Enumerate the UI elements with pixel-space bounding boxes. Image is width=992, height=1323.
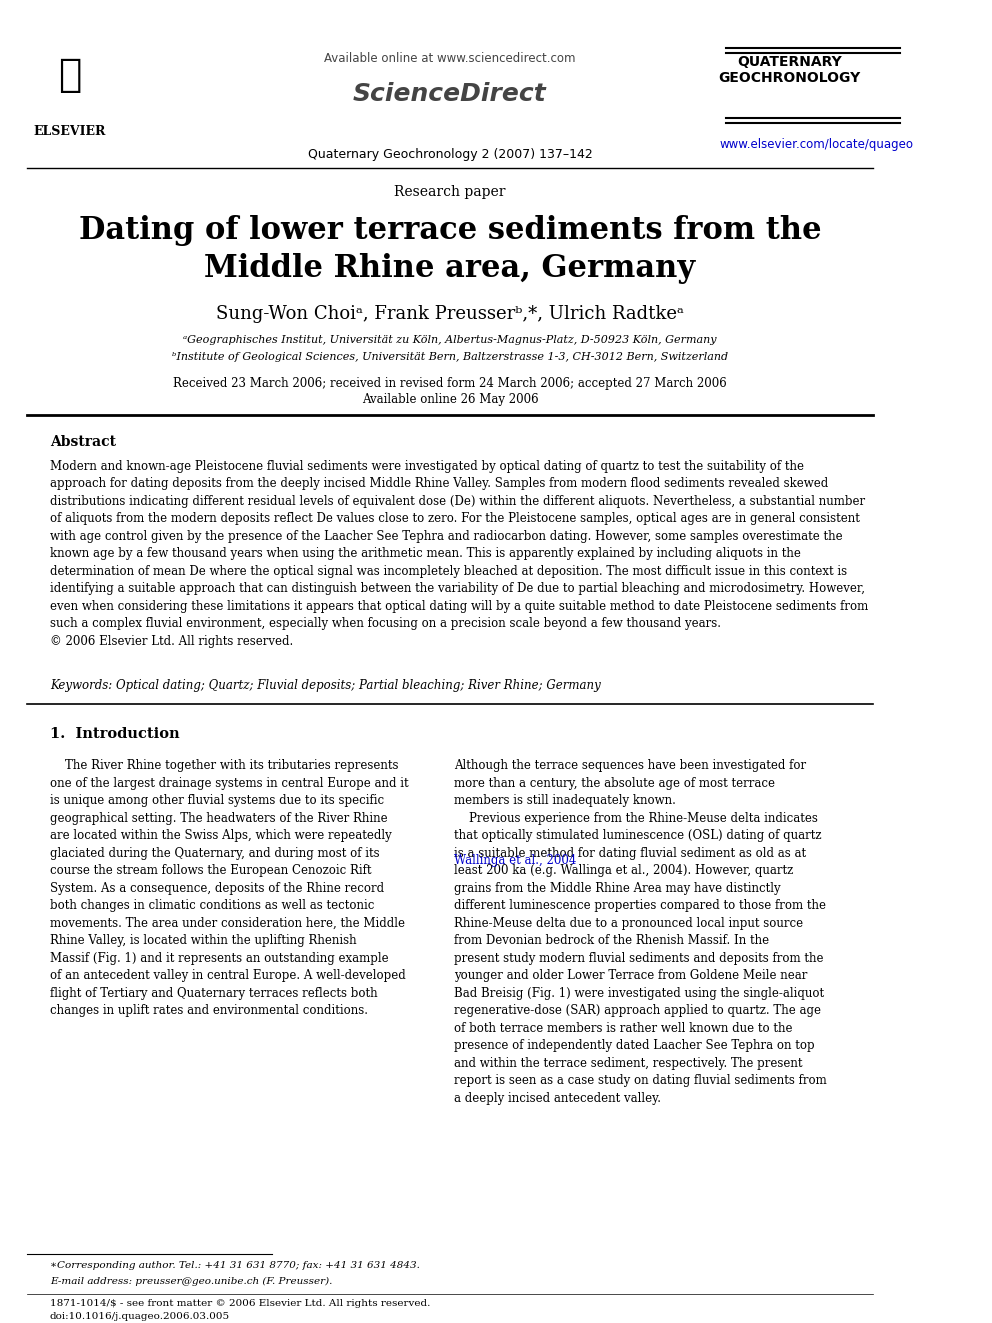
Text: 🌳: 🌳	[58, 56, 81, 94]
Text: QUATERNARY
GEOCHRONOLOGY: QUATERNARY GEOCHRONOLOGY	[718, 56, 860, 85]
Text: Quaternary Geochronology 2 (2007) 137–142: Quaternary Geochronology 2 (2007) 137–14…	[308, 148, 592, 161]
Text: E-mail address: preusser@geo.unibe.ch (F. Preusser).: E-mail address: preusser@geo.unibe.ch (F…	[50, 1277, 332, 1286]
Text: Research paper: Research paper	[394, 185, 506, 198]
Text: Keywords: Optical dating; Quartz; Fluvial deposits; Partial bleaching; River Rhi: Keywords: Optical dating; Quartz; Fluvia…	[50, 679, 600, 692]
Text: Sung-Won Choiᵃ, Frank Preusserᵇ,*, Ulrich Radtkeᵃ: Sung-Won Choiᵃ, Frank Preusserᵇ,*, Ulric…	[216, 304, 683, 323]
Text: ᵇInstitute of Geological Sciences, Universität Bern, Baltzerstrasse 1-3, CH-3012: ᵇInstitute of Geological Sciences, Unive…	[172, 352, 728, 361]
Text: Available online at www.sciencedirect.com: Available online at www.sciencedirect.co…	[324, 52, 575, 65]
Text: ELSEVIER: ELSEVIER	[34, 124, 105, 138]
Text: doi:10.1016/j.quageo.2006.03.005: doi:10.1016/j.quageo.2006.03.005	[50, 1311, 230, 1320]
Text: Wallinga et al., 2004: Wallinga et al., 2004	[453, 855, 576, 867]
Text: 1871-1014/$ - see front matter © 2006 Elsevier Ltd. All rights reserved.: 1871-1014/$ - see front matter © 2006 El…	[50, 1299, 431, 1307]
Text: Dating of lower terrace sediments from the
Middle Rhine area, Germany: Dating of lower terrace sediments from t…	[78, 214, 821, 284]
Text: Available online 26 May 2006: Available online 26 May 2006	[362, 393, 539, 406]
Text: ScienceDirect: ScienceDirect	[353, 82, 547, 106]
Text: ᵃGeographisches Institut, Universität zu Köln, Albertus-Magnus-Platz, D-50923 Kö: ᵃGeographisches Institut, Universität zu…	[184, 335, 716, 345]
Text: The River Rhine together with its tributaries represents
one of the largest drai: The River Rhine together with its tribut…	[50, 759, 409, 1017]
Text: ∗Corresponding author. Tel.: +41 31 631 8770; fax: +41 31 631 4843.: ∗Corresponding author. Tel.: +41 31 631 …	[50, 1261, 420, 1270]
Text: 1.  Introduction: 1. Introduction	[50, 728, 180, 741]
Text: Modern and known-age Pleistocene fluvial sediments were investigated by optical : Modern and known-age Pleistocene fluvial…	[50, 459, 868, 647]
Text: www.elsevier.com/locate/quageo: www.elsevier.com/locate/quageo	[719, 138, 914, 151]
Text: Received 23 March 2006; received in revised form 24 March 2006; accepted 27 Marc: Received 23 March 2006; received in revi…	[173, 377, 727, 390]
Text: Abstract: Abstract	[50, 434, 116, 448]
Text: Although the terrace sequences have been investigated for
more than a century, t: Although the terrace sequences have been…	[453, 759, 826, 1105]
